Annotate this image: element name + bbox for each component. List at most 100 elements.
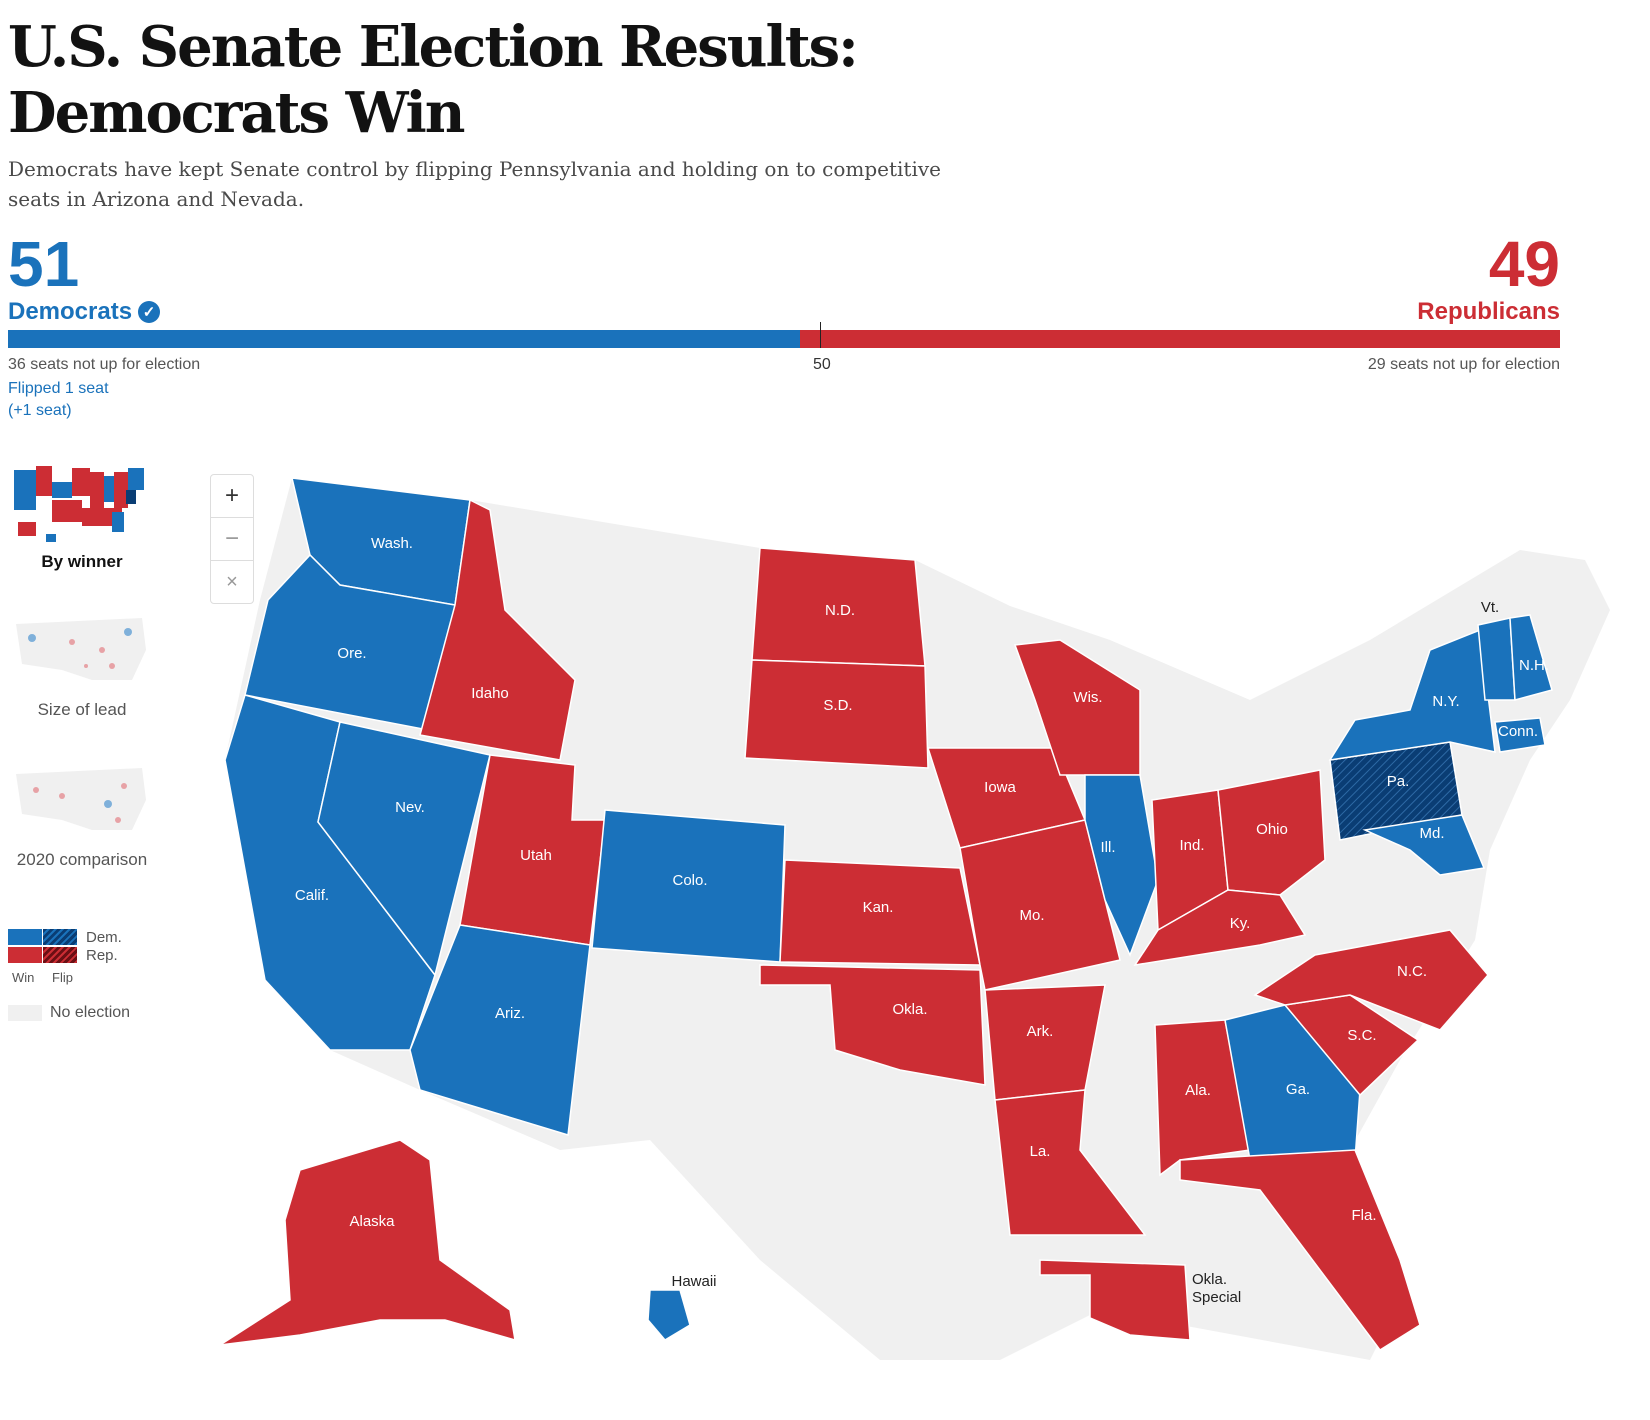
state-label: Ala. (1185, 1082, 1211, 1099)
state-ill[interactable] (1084, 774, 1159, 957)
state-label: Ill. (1101, 839, 1116, 856)
legend-rep-win-swatch (8, 947, 42, 963)
rep-seat-total: 49 (1488, 228, 1560, 300)
seat-bar-rep (799, 330, 1560, 348)
state-label: Calif. (295, 887, 329, 904)
state-ohio[interactable] (1217, 769, 1326, 896)
state-n-c[interactable] (1253, 929, 1489, 1031)
thumb-map-2020 (16, 768, 146, 830)
state-label: Ga. (1286, 1081, 1310, 1098)
state-ala[interactable] (1154, 1019, 1251, 1177)
state-label: Fla. (1351, 1207, 1376, 1224)
state-label: Wash. (371, 535, 413, 552)
state-ga[interactable] (1224, 1004, 1361, 1161)
state-label: N.D. (825, 602, 855, 619)
legend-rep-flip-swatch (43, 947, 77, 963)
state-label: S.C. (1347, 1027, 1376, 1044)
dem-seat-total: 51 (8, 228, 80, 300)
state-label: Ore. (337, 645, 366, 662)
plus-icon: + (224, 482, 239, 509)
state-label: Ark. (1027, 1023, 1054, 1040)
state-ark[interactable] (984, 984, 1106, 1101)
state-label: N.Y. (1432, 693, 1459, 710)
legend-rep: Rep. (86, 946, 118, 964)
state-label: Idaho (471, 685, 509, 702)
state-hawaii[interactable] (647, 1289, 691, 1341)
majority-marker (820, 322, 821, 348)
state-label: Kan. (863, 899, 894, 916)
legend-dem: Dem. (86, 928, 122, 946)
state-nev[interactable] (317, 721, 491, 977)
legend-win: Win (12, 969, 35, 985)
view-by-winner[interactable]: By winner (8, 462, 156, 572)
dem-flipped-text: Flipped 1 seat (8, 380, 109, 397)
legend-flip: Flip (52, 969, 73, 985)
view-size-of-lead[interactable]: Size of lead (8, 610, 156, 720)
legend-dem-win-swatch (8, 929, 42, 945)
close-icon: × (226, 570, 238, 593)
seat-bar-dem (8, 330, 800, 348)
dem-party-label: Democrats ✓ (8, 298, 161, 326)
state-la[interactable] (994, 1089, 1147, 1236)
dem-not-up: 36 seats not up for election (8, 356, 201, 373)
state-vt[interactable] (1477, 617, 1516, 701)
state-okla-special[interactable] (1039, 1259, 1191, 1341)
state-label: Colo. (672, 872, 707, 889)
state-label: Okla. Special (1192, 1271, 1241, 1306)
state-label: N.C. (1397, 963, 1427, 980)
state-label: Vt. (1481, 599, 1499, 616)
state-n-h[interactable] (1509, 614, 1553, 701)
state-conn[interactable] (1494, 717, 1546, 753)
state-label: Wis. (1073, 689, 1102, 706)
state-label: Alaska (349, 1213, 395, 1230)
state-label: Conn. (1498, 723, 1538, 740)
seat-bar (8, 330, 1560, 348)
rep-not-up: 29 seats not up for election (1367, 356, 1560, 373)
view-label: 2020 comparison (16, 850, 148, 869)
state-label: Ohio (1256, 821, 1288, 838)
state-fla[interactable] (1179, 1149, 1421, 1352)
state-label: Md. (1419, 825, 1444, 842)
reset-zoom-button[interactable]: × (211, 561, 253, 603)
state-label: S.D. (823, 697, 852, 714)
state-label: La. (1030, 1143, 1051, 1160)
headline: U.S. Senate Election Results: Democrats … (8, 14, 859, 146)
state-okla[interactable] (759, 964, 986, 1086)
state-label: Ky. (1230, 915, 1251, 932)
state-idaho[interactable] (419, 498, 576, 761)
state-label: N.H. (1519, 657, 1549, 674)
state-label: Okla. (892, 1001, 927, 1018)
legend-no-election: No election (8, 1004, 130, 1022)
legend-dem-flip-swatch (43, 929, 77, 945)
zoom-out-button[interactable]: − (211, 518, 253, 561)
view-label: By winner (41, 552, 123, 571)
view-2020-comparison[interactable]: 2020 comparison (8, 760, 156, 870)
state-s-d[interactable] (744, 659, 929, 769)
check-circle-icon: ✓ (138, 301, 161, 323)
state-label: Mo. (1019, 907, 1044, 924)
legend: Dem. Rep. Win Flip (8, 928, 122, 986)
state-alaska[interactable] (219, 1139, 516, 1346)
view-label: Size of lead (37, 700, 127, 719)
dem-label-text: Democrats (8, 298, 133, 325)
majority-label: 50 (813, 356, 831, 373)
zoom-in-button[interactable]: + (211, 475, 253, 518)
thumb-map-lead (16, 618, 146, 680)
thumb-map-winner (14, 466, 144, 542)
state-ariz[interactable] (409, 924, 591, 1136)
rep-party-label: Republicans (1417, 298, 1560, 325)
legend-no-election-swatch (8, 1005, 42, 1021)
dem-flipped-change: (+1 seat) (8, 402, 72, 419)
dek: Democrats have kept Senate control by fl… (8, 157, 941, 211)
state-label: Nev. (395, 799, 425, 816)
state-label: Ind. (1179, 837, 1204, 854)
legend-no-election-text: No election (50, 1004, 131, 1021)
state-ky[interactable] (1133, 889, 1307, 967)
state-md[interactable] (1362, 814, 1486, 876)
minus-icon: − (224, 525, 239, 552)
state-label: Utah (520, 847, 552, 864)
state-label: Iowa (984, 779, 1016, 796)
state-label: Pa. (1387, 773, 1410, 790)
state-label: Hawaii (671, 1273, 716, 1290)
